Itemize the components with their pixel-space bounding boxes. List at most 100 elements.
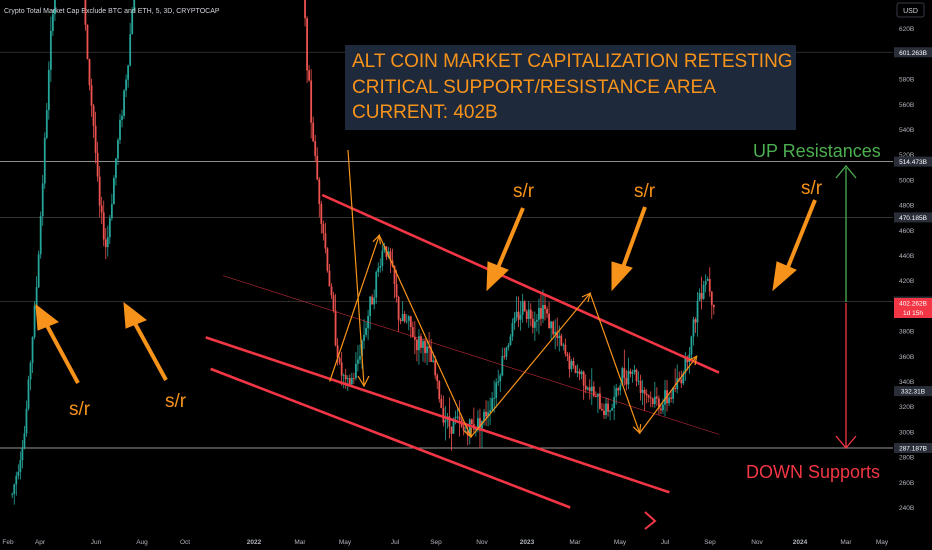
candle-body <box>456 416 459 418</box>
zigzag-arrowhead <box>632 424 642 435</box>
candle-body <box>633 369 636 373</box>
candle-body <box>411 327 414 337</box>
candle-body <box>527 309 530 320</box>
up-resistances-label: UP Resistances <box>753 141 881 161</box>
price-tick: 460B <box>899 228 914 235</box>
annotation-line-3: CURRENT: 402B <box>352 102 498 123</box>
candle-body <box>582 371 585 386</box>
candle-body <box>115 158 117 178</box>
candle-body <box>106 237 109 248</box>
candle-body <box>389 251 392 261</box>
candle-body <box>336 345 339 358</box>
candle-body <box>25 408 28 434</box>
price-tick: 340B <box>899 379 914 386</box>
candle-body <box>493 397 496 399</box>
candle-body <box>332 295 335 311</box>
candle-body <box>357 359 359 364</box>
candle-body <box>655 396 658 399</box>
candle-body <box>542 304 544 319</box>
sr-arrow-4-icon <box>611 206 647 292</box>
candle-body <box>627 371 630 385</box>
candle-body <box>344 375 347 380</box>
price-tick: 280B <box>899 455 914 462</box>
zigzag-arrowhead <box>581 292 591 303</box>
price-label-text: 601.263B <box>899 50 927 57</box>
candle-body <box>540 308 542 319</box>
candle-body <box>566 353 569 357</box>
candle-body <box>682 373 685 384</box>
time-tick: Oct <box>180 539 190 546</box>
channel-midline <box>222 275 720 435</box>
candle-body <box>41 183 44 217</box>
currency-label: USD <box>903 8 918 15</box>
candle-body <box>432 360 435 362</box>
time-axis-ticks: Feb Apr Jun Aug Oct 2022 Mar May Jul Sep Nov 2023 Ma… <box>2 539 888 546</box>
price-tick: 500B <box>899 177 914 184</box>
time-tick: Mar <box>840 539 852 546</box>
channel-upper-line <box>321 193 720 374</box>
candle-body <box>601 408 603 411</box>
candle-body <box>117 140 119 159</box>
candle-body <box>690 336 693 355</box>
candle-body <box>450 426 453 434</box>
candle-body <box>505 347 508 357</box>
annotation-line-2: CRITICAL SUPPORT/RESISTANCE AREA <box>352 77 716 98</box>
candle-body <box>125 79 127 91</box>
time-tick: Sep <box>704 539 716 546</box>
candle-body <box>86 24 89 60</box>
candle-body <box>497 381 500 383</box>
candle-body <box>544 304 546 309</box>
candle-body <box>29 362 32 380</box>
candle-body <box>121 115 123 120</box>
candle-body <box>422 341 424 348</box>
zigzag-projection <box>329 233 698 439</box>
candle-body <box>647 395 650 398</box>
candle-body <box>556 331 559 338</box>
sr-label-5: s/r <box>801 178 823 199</box>
price-scale[interactable] <box>893 0 932 550</box>
candle-body <box>98 176 101 206</box>
candle-body <box>377 267 380 273</box>
price-label-text: 287.187B <box>899 445 927 452</box>
time-tick: 2024 <box>793 539 808 546</box>
candle-body <box>533 321 536 328</box>
candle-body <box>599 393 601 409</box>
candle-body <box>477 418 479 427</box>
price-tick: 320B <box>899 404 914 411</box>
candle-body <box>611 407 614 411</box>
candle-body <box>637 380 640 382</box>
sr-arrow-5-icon <box>772 199 817 292</box>
candle-body <box>519 314 522 320</box>
candle-body <box>588 387 591 392</box>
currency-button[interactable]: USD <box>896 2 925 18</box>
candle-body <box>94 125 97 153</box>
candle-body <box>712 304 715 308</box>
candle-body <box>605 403 607 416</box>
chart-title: Crypto Total Market Cap Exclude BTC and … <box>4 8 220 15</box>
candle-body <box>371 296 374 305</box>
candle-body <box>96 152 99 177</box>
candle-body <box>365 328 367 335</box>
candle-body <box>578 371 581 375</box>
candle-body <box>21 447 24 461</box>
time-tick: May <box>614 539 627 546</box>
down-supports-label: DOWN Supports <box>746 462 880 482</box>
candle-body <box>672 387 675 399</box>
candle-body <box>483 411 485 421</box>
candle-body <box>560 335 563 346</box>
time-tick: Nov <box>751 539 763 546</box>
candle-body <box>664 390 666 405</box>
candle-body <box>375 272 378 298</box>
candle-body <box>405 320 408 322</box>
candle-body <box>466 430 469 436</box>
candle-body <box>629 371 632 374</box>
price-tick: 520B <box>899 152 914 159</box>
candle-body <box>84 0 87 25</box>
candle-body <box>354 363 357 379</box>
candle-body <box>495 382 498 398</box>
price-label-box <box>894 47 932 58</box>
annotation-line-1: ALT COIN MARKET CAPITALIZATION RETESTING <box>352 51 793 72</box>
candle-body <box>428 346 431 349</box>
candle-body <box>594 396 597 397</box>
